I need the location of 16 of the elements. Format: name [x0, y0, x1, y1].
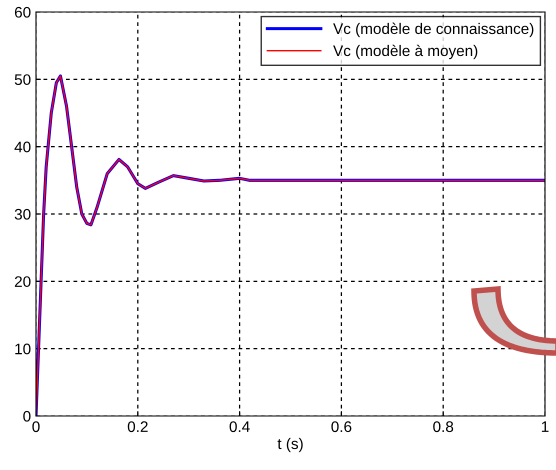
y-tick-label: 0: [23, 410, 31, 422]
legend-label: Vc (modèle de connaissance): [333, 22, 534, 38]
x-axis-title: t (s): [278, 438, 303, 452]
x-tick-label: 0.2: [128, 421, 148, 432]
legend-label: Vc (modèle à moyen): [333, 44, 478, 60]
y-tick-label: 30: [14, 208, 31, 220]
x-tick-label: 0: [32, 421, 40, 432]
y-tick-label: 10: [15, 344, 31, 354]
y-tick-label: 20: [14, 276, 31, 288]
y-tick-label: 40: [14, 142, 31, 152]
x-tick-label: 1: [542, 421, 549, 432]
x-tick-label: 0.6: [331, 421, 352, 432]
y-tick-label: 60: [14, 6, 31, 18]
y-tick-label: 50: [14, 74, 31, 86]
x-tick-label: 0.4: [230, 421, 250, 432]
x-tick-label: 0.8: [433, 421, 454, 432]
